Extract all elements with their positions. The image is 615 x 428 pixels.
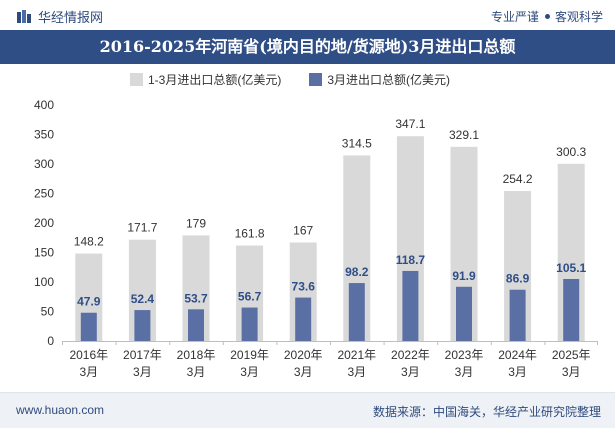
x-tick-label-month: 3月 — [133, 365, 152, 379]
data-label-q1: 254.2 — [503, 172, 533, 186]
separator-dot-icon — [544, 14, 550, 20]
x-tick-label-month: 3月 — [240, 365, 259, 379]
y-tick-label: 400 — [34, 98, 54, 112]
bar-march — [509, 289, 526, 341]
slogan: 专业严谨 客观科学 — [491, 8, 603, 25]
x-tick-label-year: 2018年 — [177, 348, 216, 362]
title-bar: 2016-2025年河南省(境内目的地/货源地)3月进出口总额 — [0, 30, 615, 64]
footer-website: www.huaon.com — [16, 403, 105, 417]
bar-march — [241, 307, 258, 341]
legend-item-q1: 1-3月进出口总额(亿美元) — [130, 71, 281, 88]
data-label-q1: 161.8 — [235, 227, 265, 241]
bar-chart: 0 50 100 150 200 250 300 350 400 148.2 47.9 2016年 3月… — [34, 98, 598, 379]
data-label-march: 105.1 — [556, 261, 586, 275]
data-label-march: 56.7 — [238, 290, 262, 304]
bar-march — [295, 297, 312, 341]
y-tick-label: 250 — [34, 187, 54, 201]
y-tick-label: 300 — [34, 157, 54, 171]
legend-label-q1: 1-3月进出口总额(亿美元) — [148, 73, 282, 87]
y-tick-label: 200 — [34, 216, 54, 230]
x-tick-label-year: 2025年 — [552, 348, 591, 362]
x-tick-label-month: 3月 — [347, 365, 366, 379]
legend-item-mar: 3月进出口总额(亿美元) — [309, 71, 450, 88]
brand: 华经情报网 — [16, 7, 103, 26]
x-tick-label-year: 2024年 — [498, 348, 537, 362]
x-tick-label-month: 3月 — [508, 365, 527, 379]
legend-swatch-q1 — [130, 73, 143, 86]
bar-march — [134, 310, 151, 341]
slogan-right: 客观科学 — [554, 10, 603, 24]
x-tick-label-year: 2023年 — [445, 348, 484, 362]
x-tick-label-month: 3月 — [562, 365, 581, 379]
data-label-march: 47.9 — [77, 295, 101, 309]
data-label-march: 86.9 — [506, 272, 530, 286]
data-label-march: 53.7 — [184, 291, 208, 305]
bar-march — [563, 278, 580, 341]
legend: 1-3月进出口总额(亿美元) 3月进出口总额(亿美元) — [130, 71, 478, 88]
data-label-march: 98.2 — [345, 265, 369, 279]
bar-march — [80, 312, 97, 341]
chart-title: 2016-2025年河南省(境内目的地/货源地)3月进出口总额 — [99, 37, 516, 56]
bar-march — [188, 309, 204, 341]
footer-source: 数据来源：中国海关，华经产业研究院整理 — [372, 405, 601, 419]
data-label-march: 91.9 — [452, 269, 476, 283]
legend-swatch-mar — [309, 73, 323, 86]
x-tick-label-year: 2022年 — [391, 348, 430, 362]
x-tick-label-year: 2020年 — [284, 348, 323, 362]
y-tick-label: 100 — [34, 275, 54, 289]
data-label-q1: 300.3 — [556, 145, 586, 159]
slogan-left: 专业严谨 — [490, 10, 539, 24]
x-tick-label-year: 2016年 — [69, 348, 108, 362]
x-tick-label-month: 3月 — [455, 365, 474, 379]
x-tick-label-year: 2021年 — [337, 348, 376, 362]
data-label-march: 73.6 — [292, 280, 316, 294]
x-tick-label-year: 2017年 — [123, 348, 162, 362]
y-tick-label: 0 — [47, 334, 54, 348]
x-tick-label-month: 3月 — [79, 365, 98, 379]
bar-march — [456, 286, 472, 341]
footer: www.huaon.com 数据来源：中国海关，华经产业研究院整理 — [0, 392, 615, 428]
brand-name: 华经情报网 — [38, 10, 104, 25]
data-label-q1: 179 — [186, 216, 206, 230]
data-label-q1: 329.1 — [449, 128, 479, 142]
top-bar: 华经情报网 专业严谨 客观科学 — [0, 0, 615, 30]
data-label-q1: 148.2 — [74, 235, 104, 249]
y-tick-label: 50 — [41, 305, 55, 319]
x-tick-label-year: 2019年 — [230, 348, 269, 362]
data-label-march: 118.7 — [396, 253, 426, 267]
bar-march — [348, 283, 365, 341]
bar-march — [402, 270, 419, 341]
brand-logo-icon — [17, 9, 31, 23]
y-tick-label: 350 — [34, 128, 54, 142]
x-tick-label-month: 3月 — [401, 365, 420, 379]
data-label-q1: 167 — [293, 223, 313, 237]
data-label-q1: 171.7 — [127, 221, 157, 235]
x-tick-label-month: 3月 — [294, 365, 313, 379]
data-label-q1: 314.5 — [342, 136, 372, 150]
legend-label-mar: 3月进出口总额(亿美元) — [327, 73, 451, 87]
data-label-q1: 347.1 — [395, 117, 425, 131]
y-tick-label: 150 — [34, 246, 54, 260]
data-label-march: 52.4 — [131, 292, 155, 306]
x-tick-label-month: 3月 — [187, 365, 206, 379]
